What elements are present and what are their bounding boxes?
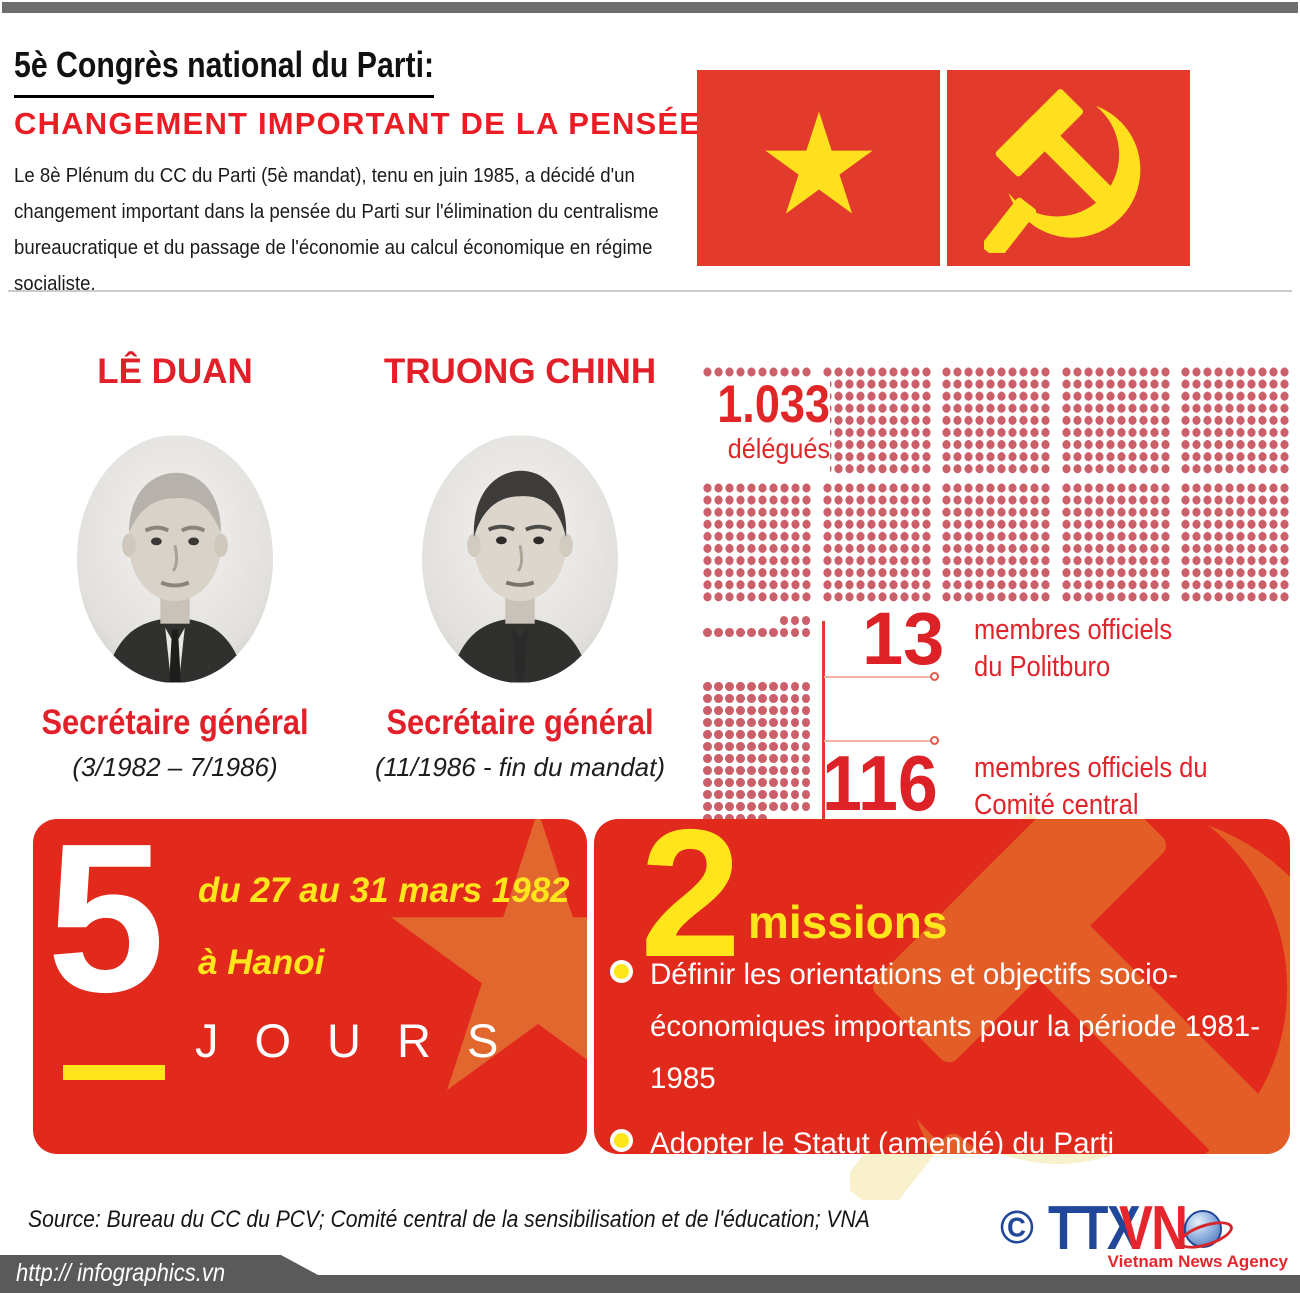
logo-ttx-text: TTX [1047,1194,1141,1263]
mission-item: Adopter le Statut (amendé) du Parti [610,1118,1262,1154]
top-divider-bar [2,2,1298,13]
section-divider [8,290,1292,292]
duration-underline-bar [63,1065,165,1080]
missions-number: 2 [640,819,742,995]
vietnam-flag [697,70,940,266]
term-truong-chinh: (11/1986 - fin du mandat) [374,752,666,782]
ttxvn-logo: © TTX VN Vietnam News Agency [1000,1198,1290,1272]
page-subtitle: CHANGEMENT IMPORTANT DE LA PENSÉE [14,106,702,141]
missions-list: Définir les orientations et objectifs so… [610,949,1262,1154]
bullet-icon [610,960,633,983]
delegates-label: délégués [727,432,830,464]
role-truong-chinh: Secrétaire général [386,703,654,742]
footer-url: http:// infographics.vn [16,1259,226,1287]
duration-unit: JOURS [195,1014,535,1067]
role-le-duan: Secrétaire général [41,703,309,742]
source-note: Source: Bureau du CC du PCV; Comité cent… [28,1206,870,1233]
stat-connector-vertical [822,621,825,827]
globe-icon [1184,1210,1222,1248]
intro-paragraph: Le 8è Plénum du CC du Parti (5è mandat),… [14,165,659,295]
delegates-value: 1.033 [717,375,830,434]
copyright-icon: © [1000,1201,1034,1253]
duration-date-range: du 27 au 31 mars 1982 [198,871,570,910]
duration-location: à Hanoi [198,943,325,982]
hammer-sickle-icon [984,83,1154,253]
stat-connector-13 [824,676,932,678]
page-title-text: 5è Congrès national du Parti: [14,44,435,98]
stat-connector-116-endpoint [930,736,939,745]
logo-vn-text: VN [1119,1194,1188,1263]
duration-number: 5 [47,819,165,1036]
politburo-dots [703,616,811,638]
portrait-truong-chinh-photo [422,435,618,683]
portrait-truong-chinh [422,435,618,683]
missions-card: 2 missions Définir les orientations et o… [594,819,1290,1154]
portrait-le-duan-photo [77,435,273,683]
missions-label: missions [748,896,948,948]
delegates-dot-field [702,366,1290,604]
bullet-icon [610,1128,633,1152]
mission-item: Définir les orientations et objectifs so… [610,949,1262,1105]
duration-card: 5 du 27 au 31 mars 1982 à Hanoi JOURS [33,819,587,1154]
delegates-stat: 1.033 délégués [690,377,830,479]
politburo-value: 13 [862,597,945,680]
politburo-label: membres officiels du Politburo [974,614,1173,684]
stat-connector-13-endpoint [930,672,939,681]
leader-name-le-duan: LÊ DUAN [97,352,253,391]
term-le-duan: (3/1982 – 7/1986) [72,752,278,782]
page-title: 5è Congrès national du Parti: [14,44,435,98]
leader-name-truong-chinh: TRUONG CHINH [383,352,657,391]
portrait-le-duan [77,435,273,683]
stat-connector-116 [824,740,932,742]
logo-tagline: Vietnam News Agency [1107,1252,1288,1271]
central-committee-dots [703,682,811,824]
party-flag [947,70,1190,266]
vietnam-star-icon [764,111,873,214]
